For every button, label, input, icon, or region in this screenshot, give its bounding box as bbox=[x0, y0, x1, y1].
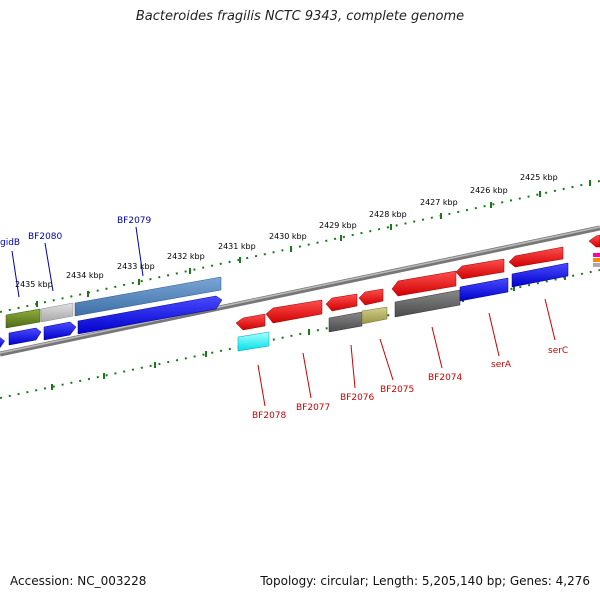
tick-label: 2432 kbp bbox=[167, 252, 205, 261]
gene-label-BF2077[interactable]: BF2077 bbox=[296, 403, 330, 413]
gene-feature[interactable] bbox=[593, 253, 600, 257]
outer-tick-ring bbox=[0, 180, 600, 313]
reverse-gene-leaders bbox=[257, 298, 556, 407]
gene-label-serC[interactable]: serC bbox=[548, 346, 568, 356]
gene-feature[interactable] bbox=[588, 234, 600, 248]
gene-feature[interactable] bbox=[394, 289, 461, 318]
gene-feature[interactable] bbox=[325, 293, 358, 312]
tick-label: 2430 kbp bbox=[269, 232, 307, 241]
genome-backbone bbox=[0, 225, 600, 357]
tick-label: 2429 kbp bbox=[319, 221, 357, 230]
gene-feature[interactable] bbox=[40, 302, 74, 323]
outer-major-ticks bbox=[36, 180, 591, 307]
gene-feature[interactable] bbox=[455, 258, 505, 280]
gene-feature[interactable] bbox=[5, 308, 41, 329]
gene-feature[interactable] bbox=[328, 311, 363, 333]
gene-feature[interactable] bbox=[237, 331, 270, 352]
gene-feature[interactable] bbox=[265, 299, 323, 324]
gene-feature[interactable] bbox=[459, 277, 509, 302]
gene-label-BF2078[interactable]: BF2078 bbox=[252, 411, 287, 421]
gene-feature[interactable] bbox=[391, 270, 457, 297]
gene-label-BF2076[interactable]: BF2076 bbox=[340, 393, 375, 403]
tick-label: 2426 kbp bbox=[470, 186, 508, 195]
gene-label-BF2074[interactable]: BF2074 bbox=[428, 373, 463, 383]
gene-feature[interactable] bbox=[0, 337, 5, 348]
tick-label: 2425 kbp bbox=[520, 173, 558, 182]
reverse-strand-features bbox=[235, 234, 600, 352]
gene-feature[interactable] bbox=[358, 288, 384, 306]
tick-label: 2428 kbp bbox=[369, 210, 407, 219]
gene-feature[interactable] bbox=[235, 313, 266, 331]
gene-label-BF2075[interactable]: BF2075 bbox=[380, 385, 414, 395]
genome-summary-text: Topology: circular; Length: 5,205,140 bp… bbox=[260, 574, 590, 588]
gene-feature[interactable] bbox=[74, 276, 222, 317]
gene-feature[interactable] bbox=[77, 295, 223, 335]
forward-gene-leaders bbox=[11, 226, 144, 298]
tick-label: 2434 kbp bbox=[66, 271, 104, 280]
forward-strand-features bbox=[0, 276, 223, 348]
inner-tick-ring bbox=[0, 269, 600, 399]
tick-label: 2427 kbp bbox=[420, 198, 458, 207]
gene-label-BF2079[interactable]: BF2079 bbox=[117, 216, 152, 226]
gene-feature[interactable] bbox=[593, 258, 600, 262]
gene-feature[interactable] bbox=[508, 246, 564, 268]
accession-text: Accession: NC_003228 bbox=[10, 574, 147, 588]
gene-label-serA[interactable]: serA bbox=[491, 360, 512, 370]
gene-feature[interactable] bbox=[43, 321, 77, 341]
map-title: Bacteroides fragilis NCTC 9343, complete… bbox=[135, 9, 465, 24]
tick-label: 2433 kbp bbox=[117, 262, 155, 271]
gene-label-BF2080[interactable]: BF2080 bbox=[28, 232, 63, 242]
tick-label: 2431 kbp bbox=[218, 242, 256, 251]
gene-feature[interactable] bbox=[593, 263, 600, 267]
gene-feature[interactable] bbox=[361, 306, 388, 325]
gene-feature[interactable] bbox=[8, 327, 42, 346]
tick-label: 2435 kbp bbox=[15, 280, 53, 289]
gene-feature[interactable] bbox=[511, 262, 569, 288]
gene-label-gidB[interactable]: gidB bbox=[0, 238, 20, 248]
